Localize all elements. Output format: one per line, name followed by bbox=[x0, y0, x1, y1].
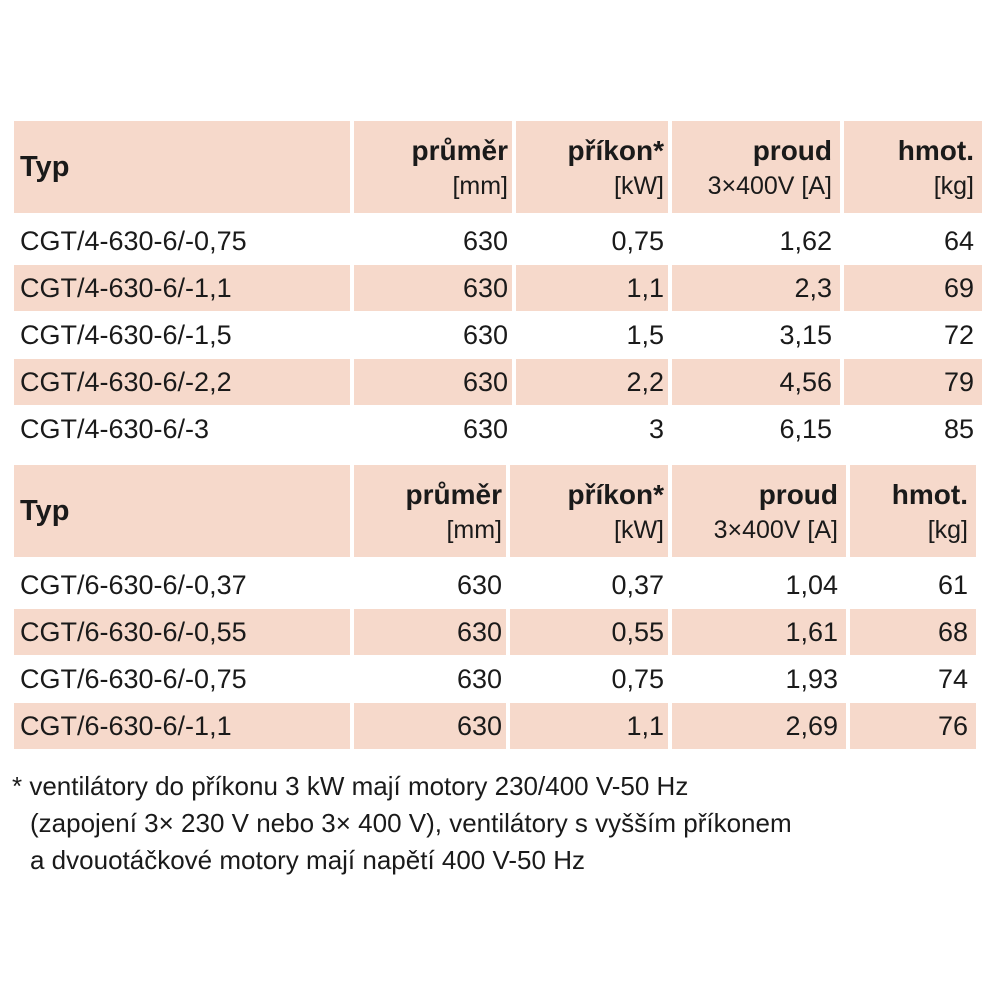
cell-prumer: 630 bbox=[462, 414, 508, 444]
header-proud-unit: 3×400V [A] bbox=[707, 172, 832, 200]
cell-proud: 1,61 bbox=[672, 609, 846, 655]
header-hmot: hmot. [kg] bbox=[850, 465, 976, 557]
header-prumer-unit: [mm] bbox=[446, 516, 502, 544]
header-prikon-unit: [kW] bbox=[614, 516, 664, 544]
cell-hmot: 61 bbox=[937, 570, 968, 600]
cell-prumer: 630 bbox=[354, 359, 512, 405]
cell-proud: 2,69 bbox=[672, 703, 846, 749]
table-row: CGT/4-630-6/-0,75 630 0,75 1,62 64 bbox=[14, 218, 982, 264]
header-prumer: průměr [mm] bbox=[354, 121, 512, 213]
cell-prumer: 630 bbox=[462, 226, 508, 256]
cell-prikon: 0,37 bbox=[611, 570, 664, 600]
cell-proud: 2,3 bbox=[672, 265, 840, 311]
cell-hmot: 69 bbox=[844, 265, 982, 311]
header-hmot-unit: [kg] bbox=[933, 172, 974, 200]
header-proud-label: proud bbox=[752, 135, 832, 166]
table-row: CGT/4-630-6/-2,2 630 2,2 4,56 79 bbox=[14, 359, 982, 405]
table-row: CGT/6-630-6/-0,55 630 0,55 1,61 68 bbox=[14, 609, 982, 655]
cell-proud: 4,56 bbox=[672, 359, 840, 405]
table-row: CGT/4-630-6/-3 630 3 6,15 85 bbox=[14, 406, 982, 452]
header-proud-unit: 3×400V [A] bbox=[713, 516, 838, 544]
cell-hmot: 85 bbox=[943, 414, 974, 444]
header-prikon-unit: [kW] bbox=[614, 172, 664, 200]
header-prumer-label: průměr bbox=[405, 479, 502, 510]
header-proud: proud 3×400V [A] bbox=[672, 465, 846, 557]
table-header: Typ průměr [mm] příkon* [kW] proud 3×400… bbox=[14, 121, 982, 213]
header-typ: Typ bbox=[14, 465, 350, 557]
header-prikon-label: příkon* bbox=[567, 135, 664, 166]
cell-hmot: 74 bbox=[937, 664, 968, 694]
spec-table-cgt4: Typ průměr [mm] příkon* [kW] proud 3×400… bbox=[14, 121, 982, 453]
cell-proud: 1,93 bbox=[785, 664, 838, 694]
cell-prikon: 0,55 bbox=[510, 609, 668, 655]
header-hmot: hmot. [kg] bbox=[844, 121, 982, 213]
table-row: CGT/6-630-6/-1,1 630 1,1 2,69 76 bbox=[14, 703, 982, 749]
cell-typ: CGT/4-630-6/-0,75 bbox=[20, 226, 247, 256]
cell-hmot: 68 bbox=[850, 609, 976, 655]
cell-typ: CGT/4-630-6/-1,1 bbox=[14, 265, 350, 311]
cell-prikon: 1,1 bbox=[510, 703, 668, 749]
cell-hmot: 64 bbox=[943, 226, 974, 256]
cell-proud: 1,62 bbox=[779, 226, 832, 256]
cell-prumer: 630 bbox=[354, 609, 506, 655]
cell-prikon: 3 bbox=[648, 414, 664, 444]
cell-prikon: 2,2 bbox=[516, 359, 668, 405]
table-row: CGT/6-630-6/-0,75 630 0,75 1,93 74 bbox=[14, 656, 982, 702]
header-prikon-label: příkon* bbox=[567, 479, 664, 510]
table-row: CGT/4-630-6/-1,1 630 1,1 2,3 69 bbox=[14, 265, 982, 311]
cell-proud: 6,15 bbox=[779, 414, 832, 444]
cell-typ: CGT/4-630-6/-1,5 bbox=[20, 320, 232, 350]
cell-prikon: 0,75 bbox=[611, 664, 664, 694]
cell-prumer: 630 bbox=[456, 570, 502, 600]
cell-hmot: 79 bbox=[844, 359, 982, 405]
cell-typ: CGT/6-630-6/-0,55 bbox=[14, 609, 350, 655]
cell-prikon: 0,75 bbox=[611, 226, 664, 256]
header-typ: Typ bbox=[14, 121, 350, 213]
cell-proud: 1,04 bbox=[785, 570, 838, 600]
spec-table-cgt6: Typ průměr [mm] příkon* [kW] proud 3×400… bbox=[14, 465, 982, 750]
footnote: * ventilátory do příkonu 3 kW mají motor… bbox=[12, 768, 982, 879]
table-row: CGT/6-630-6/-0,37 630 0,37 1,04 61 bbox=[14, 562, 982, 608]
footnote-line-3: a dvouotáčkové motory mají napětí 400 V-… bbox=[30, 845, 585, 875]
table-header: Typ průměr [mm] příkon* [kW] proud 3×400… bbox=[14, 465, 982, 557]
header-prumer-unit: [mm] bbox=[452, 172, 508, 200]
cell-hmot: 76 bbox=[850, 703, 976, 749]
cell-proud: 3,15 bbox=[779, 320, 832, 350]
cell-typ: CGT/4-630-6/-3 bbox=[20, 414, 210, 444]
footnote-line-1: * ventilátory do příkonu 3 kW mají motor… bbox=[12, 771, 689, 801]
cell-typ: CGT/6-630-6/-1,1 bbox=[14, 703, 350, 749]
header-proud-label: proud bbox=[758, 479, 838, 510]
header-prumer: průměr [mm] bbox=[354, 465, 506, 557]
header-proud: proud 3×400V [A] bbox=[672, 121, 840, 213]
header-prikon: příkon* [kW] bbox=[510, 465, 668, 557]
cell-hmot: 72 bbox=[943, 320, 974, 350]
cell-prumer: 630 bbox=[456, 664, 502, 694]
cell-prumer: 630 bbox=[354, 265, 512, 311]
cell-prumer: 630 bbox=[354, 703, 506, 749]
header-prikon: příkon* [kW] bbox=[516, 121, 668, 213]
table-row: CGT/4-630-6/-1,5 630 1,5 3,15 72 bbox=[14, 312, 982, 358]
header-prumer-label: průměr bbox=[411, 135, 508, 166]
header-hmot-unit: [kg] bbox=[927, 516, 968, 544]
cell-prumer: 630 bbox=[462, 320, 508, 350]
cell-typ: CGT/4-630-6/-2,2 bbox=[14, 359, 350, 405]
cell-prikon: 1,1 bbox=[516, 265, 668, 311]
header-hmot-label: hmot. bbox=[891, 479, 968, 510]
header-hmot-label: hmot. bbox=[897, 135, 974, 166]
cell-prikon: 1,5 bbox=[626, 320, 664, 350]
cell-typ: CGT/6-630-6/-0,37 bbox=[20, 570, 247, 600]
cell-typ: CGT/6-630-6/-0,75 bbox=[20, 664, 247, 694]
footnote-line-2: (zapojení 3× 230 V nebo 3× 400 V), venti… bbox=[30, 808, 792, 838]
